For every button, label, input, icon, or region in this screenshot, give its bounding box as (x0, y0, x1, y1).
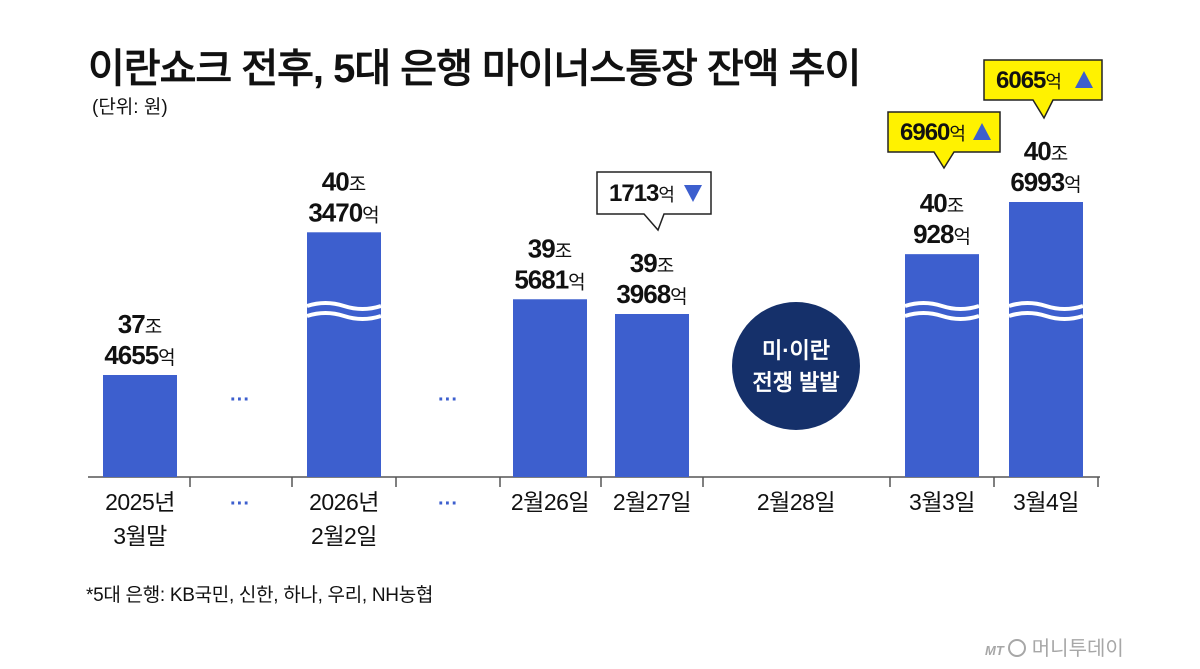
bar-value-eok-label: 3968억 (616, 279, 687, 309)
x-tick-label: 2026년 (309, 489, 379, 515)
bar (307, 232, 381, 477)
footnote: *5대 은행: KB국민, 신한, 하나, 우리, NH농협 (86, 585, 434, 606)
bar (1009, 202, 1083, 477)
callout-change-label: 6065억 (996, 67, 1062, 94)
callout-box (596, 171, 712, 232)
bar-group (615, 314, 689, 477)
event-circle (732, 302, 860, 430)
axis-break-wave (904, 311, 980, 321)
bar (905, 254, 979, 477)
x-tick-label: 2월26일 (511, 489, 589, 515)
chart-title: 이란쇼크 전후, 5대 은행 마이너스통장 잔액 추이 (88, 47, 861, 91)
callout-change-label: 6960억 (900, 119, 966, 146)
axis-break-wave (1008, 311, 1084, 321)
up-triangle-icon (1075, 71, 1093, 88)
up-triangle-icon (973, 123, 991, 140)
x-tick-label: 2월28일 (757, 489, 835, 515)
callout-box (887, 111, 1001, 170)
x-tick-label: 3월3일 (909, 489, 975, 515)
event-label-line2: 전쟁 발발 (752, 370, 839, 395)
bar-value-eok-label: 3470억 (308, 197, 379, 227)
axis-break-wave (306, 311, 382, 321)
bar-group (513, 299, 587, 477)
bar-group (103, 375, 177, 477)
axis-break-wave (904, 301, 980, 311)
gap-ellipsis: ··· (438, 389, 458, 411)
bar-value-jo-label: 39조 (528, 233, 572, 263)
bar-value-jo-label: 40조 (920, 188, 964, 218)
watermark-logo: MT (985, 643, 1004, 658)
bar-value-jo-label: 40조 (1024, 136, 1068, 166)
bar-group (306, 232, 382, 477)
bar-group (904, 254, 980, 477)
down-triangle-icon (684, 185, 702, 202)
bar (513, 299, 587, 477)
x-tick-label: 3월4일 (1013, 489, 1079, 515)
bar-group (1008, 202, 1084, 477)
bar-value-jo-label: 37조 (118, 309, 162, 339)
bar-value-jo-label: 40조 (322, 166, 366, 196)
x-tick-label-line2: 2월2일 (311, 523, 377, 549)
event-label-line1: 미·이란 (762, 338, 830, 363)
gap-ellipsis: ··· (230, 389, 250, 411)
bar-value-eok-label: 5681억 (514, 264, 585, 294)
x-tick-ellipsis: ··· (438, 493, 458, 515)
x-tick-label: 2월27일 (613, 489, 691, 515)
bar (103, 375, 177, 477)
change-callout: 1713억 (596, 171, 712, 232)
bar-value-jo-label: 39조 (630, 248, 674, 278)
bar-value-eok-label: 4655억 (104, 340, 175, 370)
change-callout: 6960억 (887, 111, 1001, 170)
change-callout: 6065억 (983, 59, 1103, 120)
callout-box (983, 59, 1103, 120)
callout-change-label: 1713억 (609, 180, 675, 207)
axis-break-wave (306, 301, 382, 311)
x-tick-label: 2025년 (105, 489, 175, 515)
watermark-text: 머니투데이 (1031, 638, 1124, 660)
unit-label: (단위: 원) (92, 97, 168, 118)
x-tick-label-line2: 3월말 (113, 523, 167, 549)
bar (615, 314, 689, 477)
x-tick-ellipsis: ··· (230, 493, 250, 515)
bar-value-eok-label: 928억 (913, 219, 971, 249)
bar-value-eok-label: 6993억 (1010, 167, 1081, 197)
watermark: MT 머니투데이 (985, 632, 1124, 661)
watermark-circle-icon (1007, 639, 1026, 657)
axis-break-wave (1008, 301, 1084, 311)
